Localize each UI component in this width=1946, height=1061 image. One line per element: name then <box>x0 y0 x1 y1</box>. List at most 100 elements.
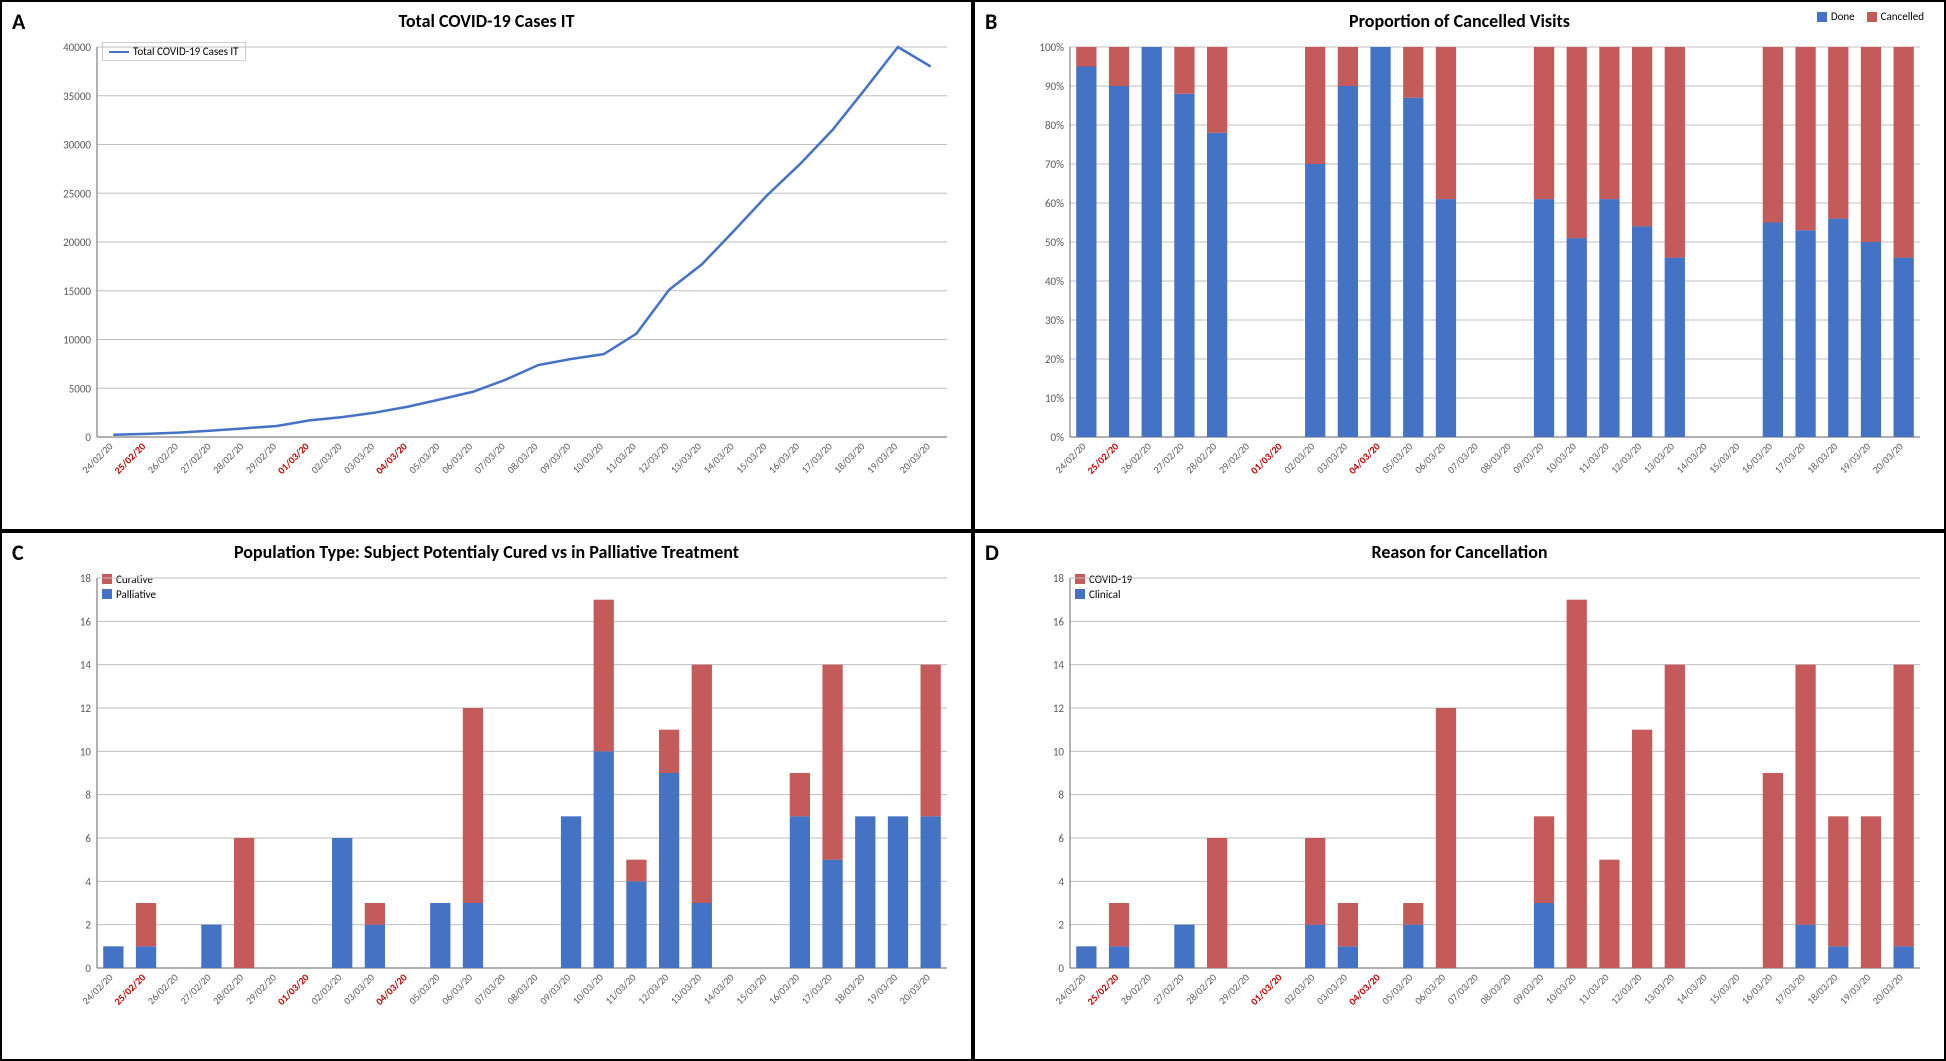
svg-text:5000: 5000 <box>69 382 92 395</box>
svg-text:30000: 30000 <box>63 139 91 152</box>
svg-text:15/03/20: 15/03/20 <box>733 440 769 476</box>
svg-text:16: 16 <box>1053 615 1065 628</box>
svg-text:17/03/20: 17/03/20 <box>1772 970 1808 1006</box>
svg-text:10: 10 <box>1053 745 1065 758</box>
svg-text:02/03/20: 02/03/20 <box>308 440 344 476</box>
svg-text:03/03/20: 03/03/20 <box>1314 970 1350 1006</box>
svg-text:04/03/20: 04/03/20 <box>1346 440 1383 477</box>
panel-c: C Population Type: Subject Potentialy Cu… <box>0 531 973 1061</box>
svg-text:07/03/20: 07/03/20 <box>1445 970 1481 1006</box>
svg-text:0: 0 <box>85 962 91 975</box>
svg-text:16: 16 <box>80 615 92 628</box>
svg-text:12: 12 <box>80 702 92 715</box>
svg-text:28/02/20: 28/02/20 <box>210 970 246 1006</box>
svg-text:06/03/20: 06/03/20 <box>1412 970 1448 1006</box>
svg-text:13/03/20: 13/03/20 <box>668 440 704 476</box>
svg-text:19/03/20: 19/03/20 <box>864 970 900 1006</box>
svg-text:2: 2 <box>85 918 91 931</box>
legend-cancelled: Cancelled <box>1881 10 1924 23</box>
svg-text:04/03/20: 04/03/20 <box>1346 970 1383 1007</box>
svg-text:8: 8 <box>85 788 91 801</box>
svg-text:18/03/20: 18/03/20 <box>831 970 867 1006</box>
svg-text:10000: 10000 <box>63 334 91 347</box>
panel-b-title: Proportion of Cancelled Visits <box>975 10 1944 32</box>
svg-text:12/03/20: 12/03/20 <box>635 440 671 476</box>
svg-text:27/02/20: 27/02/20 <box>1150 970 1186 1006</box>
panel-d-title: Reason for Cancellation <box>975 541 1944 563</box>
svg-text:02/03/20: 02/03/20 <box>1281 970 1317 1006</box>
svg-text:20/03/20: 20/03/20 <box>897 970 933 1006</box>
svg-text:6: 6 <box>1058 832 1064 845</box>
svg-text:19/03/20: 19/03/20 <box>1837 440 1873 476</box>
svg-text:24/02/20: 24/02/20 <box>1052 440 1088 476</box>
svg-text:02/03/20: 02/03/20 <box>1281 440 1317 476</box>
svg-text:07/03/20: 07/03/20 <box>472 440 508 476</box>
svg-text:15/03/20: 15/03/20 <box>733 970 769 1006</box>
svg-text:90%: 90% <box>1045 80 1064 93</box>
svg-text:09/03/20: 09/03/20 <box>537 440 573 476</box>
svg-text:25/02/20: 25/02/20 <box>1084 970 1121 1007</box>
svg-text:07/03/20: 07/03/20 <box>472 970 508 1006</box>
svg-text:27/02/20: 27/02/20 <box>177 440 213 476</box>
svg-text:04/03/20: 04/03/20 <box>373 970 410 1007</box>
panel-a-title: Total COVID-19 Cases IT <box>2 10 971 32</box>
svg-text:16/03/20: 16/03/20 <box>766 970 802 1006</box>
svg-text:13/03/20: 13/03/20 <box>1641 970 1677 1006</box>
svg-text:26/02/20: 26/02/20 <box>1118 970 1154 1006</box>
svg-text:12/03/20: 12/03/20 <box>1608 970 1644 1006</box>
svg-text:06/03/20: 06/03/20 <box>439 970 475 1006</box>
svg-text:16/03/20: 16/03/20 <box>1739 440 1775 476</box>
svg-text:12/03/20: 12/03/20 <box>1608 440 1644 476</box>
svg-text:12: 12 <box>1053 702 1065 715</box>
svg-text:60%: 60% <box>1045 197 1064 210</box>
svg-text:13/03/20: 13/03/20 <box>668 970 704 1006</box>
svg-text:2: 2 <box>1058 918 1064 931</box>
svg-text:14/03/20: 14/03/20 <box>700 970 736 1006</box>
svg-text:15/03/20: 15/03/20 <box>1706 440 1742 476</box>
svg-text:35000: 35000 <box>63 90 91 103</box>
svg-text:17/03/20: 17/03/20 <box>1772 440 1808 476</box>
svg-text:18: 18 <box>80 572 92 585</box>
svg-text:14: 14 <box>80 658 92 671</box>
svg-text:05/03/20: 05/03/20 <box>406 440 442 476</box>
svg-text:25/02/20: 25/02/20 <box>111 970 148 1007</box>
svg-text:29/02/20: 29/02/20 <box>243 440 279 476</box>
svg-text:20/03/20: 20/03/20 <box>1870 440 1906 476</box>
svg-text:10/03/20: 10/03/20 <box>1543 970 1579 1006</box>
svg-text:26/02/20: 26/02/20 <box>1118 440 1154 476</box>
svg-text:15000: 15000 <box>63 285 91 298</box>
svg-text:14: 14 <box>1053 658 1065 671</box>
svg-text:15/03/20: 15/03/20 <box>1706 970 1742 1006</box>
svg-text:4: 4 <box>1058 875 1064 888</box>
svg-text:24/02/20: 24/02/20 <box>79 440 115 476</box>
svg-text:11/03/20: 11/03/20 <box>602 970 638 1006</box>
panel-b-chart: 0%10%20%30%40%50%60%70%80%90%100%24/02/2… <box>1015 37 1935 522</box>
svg-text:4: 4 <box>85 875 91 888</box>
svg-text:01/03/20: 01/03/20 <box>1248 440 1285 477</box>
svg-text:0: 0 <box>85 431 91 444</box>
svg-text:04/03/20: 04/03/20 <box>373 440 410 477</box>
svg-text:06/03/20: 06/03/20 <box>1412 440 1448 476</box>
legend-done: Done <box>1831 10 1855 23</box>
svg-text:80%: 80% <box>1045 119 1064 132</box>
svg-text:09/03/20: 09/03/20 <box>1510 970 1546 1006</box>
svg-text:10: 10 <box>80 745 92 758</box>
svg-text:10/03/20: 10/03/20 <box>570 970 606 1006</box>
svg-text:29/02/20: 29/02/20 <box>243 970 279 1006</box>
svg-text:18: 18 <box>1053 572 1065 585</box>
svg-text:01/03/20: 01/03/20 <box>275 970 312 1007</box>
svg-text:17/03/20: 17/03/20 <box>799 440 835 476</box>
svg-text:11/03/20: 11/03/20 <box>1575 440 1611 476</box>
svg-text:28/02/20: 28/02/20 <box>1183 440 1219 476</box>
svg-text:14/03/20: 14/03/20 <box>700 440 736 476</box>
svg-text:26/02/20: 26/02/20 <box>145 440 181 476</box>
svg-text:14/03/20: 14/03/20 <box>1673 440 1709 476</box>
svg-text:70%: 70% <box>1045 158 1064 171</box>
svg-text:25000: 25000 <box>63 187 91 200</box>
svg-text:12/03/20: 12/03/20 <box>635 970 671 1006</box>
svg-text:19/03/20: 19/03/20 <box>864 440 900 476</box>
svg-text:05/03/20: 05/03/20 <box>406 970 442 1006</box>
svg-text:20/03/20: 20/03/20 <box>897 440 933 476</box>
svg-text:20%: 20% <box>1045 353 1064 366</box>
svg-text:28/02/20: 28/02/20 <box>1183 970 1219 1006</box>
